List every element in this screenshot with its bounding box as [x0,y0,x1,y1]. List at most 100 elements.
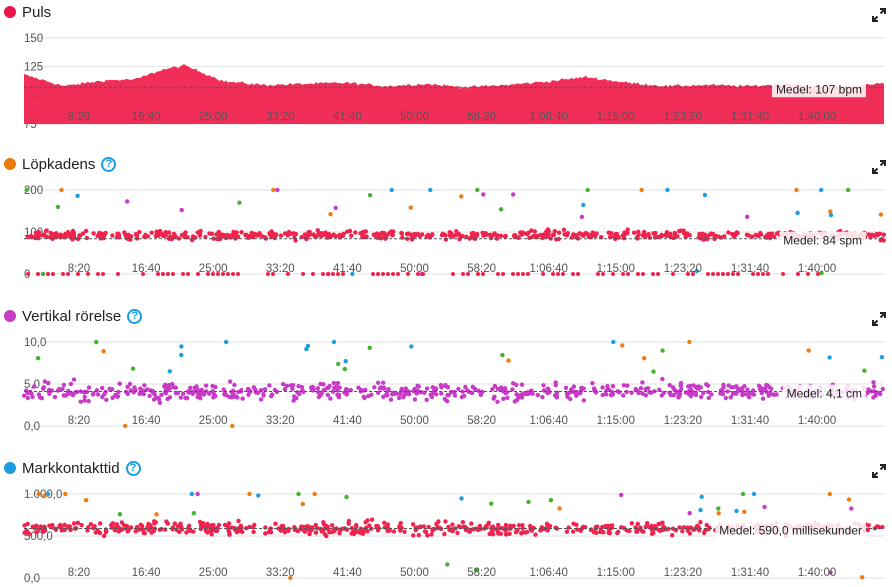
data-point [211,272,215,276]
data-point [263,531,268,536]
data-point [706,389,711,395]
data-point [621,272,625,276]
data-point [649,523,654,529]
data-point [311,232,316,237]
data-point [331,380,337,386]
data-point [218,232,224,237]
data-point [328,396,333,401]
data-point [548,498,554,503]
data-point [121,523,127,528]
data-point [284,383,290,388]
data-point [221,272,225,276]
data-point [477,523,483,529]
data-point [159,526,164,532]
data-point [545,386,551,391]
x-tick-label: 1:23:20 [664,263,702,275]
data-point [607,234,613,240]
data-point [60,386,65,392]
expand-icon[interactable] [872,160,886,174]
data-point [331,232,336,237]
data-point [659,393,664,398]
puls-title: Puls [22,3,52,21]
lopkadens-title: Löpkadens [22,155,96,173]
data-point [372,385,377,390]
data-point [574,522,579,527]
data-point [306,230,311,235]
data-point [95,392,101,397]
data-point [154,512,159,517]
lopkadens-dot [4,158,16,170]
data-point [315,386,321,391]
data-point [705,234,710,240]
data-point [216,522,222,528]
data-point [67,524,73,529]
data-point [670,385,676,390]
data-point [565,231,570,236]
data-point [253,387,258,392]
data-point [819,187,824,193]
data-point [145,387,150,392]
x-tick-label: 1:06:40 [530,567,568,579]
data-point [30,394,35,400]
data-point [665,187,670,193]
data-point [578,388,584,393]
data-point [55,204,61,210]
data-point [827,491,832,497]
expand-icon[interactable] [872,8,886,22]
data-point [424,386,430,391]
data-point [42,493,47,498]
x-tick-label: 1:23:20 [664,567,702,579]
x-tick-label: 1:31:40 [731,567,769,579]
data-point [445,392,450,398]
data-point [519,392,524,397]
data-point [723,395,728,401]
data-point [716,511,721,516]
data-point [656,272,660,276]
data-point [179,352,184,358]
help-icon[interactable]: ? [125,460,141,476]
data-point [880,386,885,392]
data-point [41,386,46,391]
data-point [142,531,147,536]
help-icon[interactable]: ? [127,308,143,324]
expand-icon[interactable] [872,464,886,478]
data-point [101,272,105,276]
data-point [443,519,448,524]
data-point [767,384,772,390]
data-point [545,227,551,232]
data-point [881,232,886,237]
data-point [647,235,652,240]
data-point [849,506,854,511]
markkontakttid-chart: 0,0500,01.000,08:2016:4025:0033:2041:405… [22,489,885,585]
average-label-box [782,384,866,402]
data-point [725,389,730,394]
data-point [86,272,90,276]
data-point [590,381,595,386]
data-point [671,272,675,276]
y-tick-label: 125 [24,62,43,74]
data-point [758,230,763,236]
data-point [107,386,112,391]
help-icon[interactable]: ? [101,156,117,172]
data-point [341,272,345,276]
data-point [518,230,523,235]
data-point [166,230,172,235]
data-point [828,570,833,575]
data-point [704,382,709,387]
data-point [731,232,736,237]
data-point [340,232,346,237]
data-point [564,529,570,534]
data-point [435,526,440,531]
x-tick-label: 58:20 [467,111,496,123]
data-point [45,491,51,497]
data-point [276,526,281,531]
data-point [469,521,474,526]
data-point [693,392,699,398]
data-point [410,522,416,527]
data-point [687,511,692,516]
data-point [753,232,758,238]
expand-icon[interactable] [872,312,886,326]
data-point [806,348,811,353]
data-point [266,529,272,535]
data-point [874,524,880,529]
